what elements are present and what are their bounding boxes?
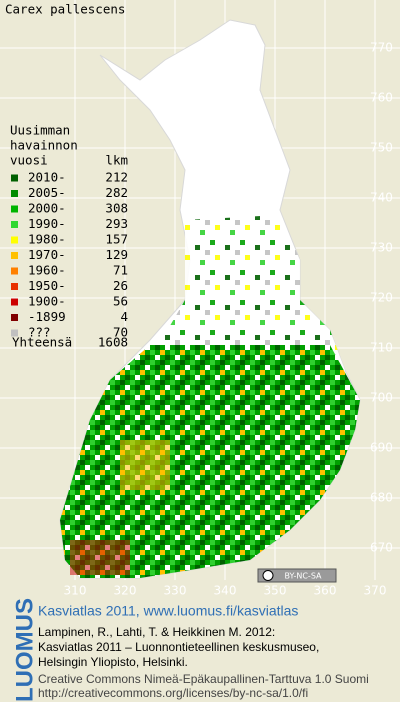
y-grid-label: 690: [370, 441, 393, 455]
y-grid-label: 680: [370, 491, 393, 505]
legend-label: 1970-: [28, 247, 66, 262]
y-grid-label: 710: [370, 341, 393, 355]
legend-label: 2000-: [28, 201, 66, 216]
legend-count: 70: [113, 325, 128, 340]
y-grid-label: 760: [370, 91, 393, 105]
legend-count: 56: [113, 294, 128, 309]
x-grid-label: 310: [64, 584, 87, 598]
legend-label: 1980-: [28, 232, 66, 247]
legend-count: 4: [120, 309, 128, 324]
y-grid-label: 770: [370, 41, 393, 55]
legend-label: 2005-: [28, 185, 66, 200]
legend-swatch: [11, 298, 18, 306]
legend-swatch: [11, 283, 18, 290]
legend: Uusimman havainnon vuosi lkm Yhteensä 16…: [10, 123, 128, 350]
legend-label: -1899: [28, 309, 66, 324]
legend-count: 212: [105, 170, 128, 185]
legend-count: 129: [105, 247, 128, 262]
legend-column: vuosi: [10, 153, 48, 168]
citation-line: Kasviatlas 2011 – Luonnontieteellinen ke…: [38, 640, 319, 654]
legend-count: 157: [105, 232, 128, 247]
x-grid-label: 360: [314, 584, 337, 598]
legend-heading: havainnon: [10, 138, 78, 153]
legend-swatch: [11, 267, 18, 275]
badge-box: [257, 568, 337, 583]
y-grid-label: 670: [370, 541, 393, 555]
x-grid-label: 320: [114, 584, 137, 598]
legend-swatch: [11, 205, 18, 213]
species-title: Carex pallescens: [5, 2, 125, 17]
legend-swatch: [11, 314, 18, 321]
legend-swatch: [11, 236, 18, 244]
cc-icon: [262, 570, 274, 581]
atlas-link[interactable]: Kasviatlas 2011, www.luomus.fi/kasviatla…: [38, 603, 298, 619]
legend-total: 1608: [98, 335, 128, 350]
observation-squares-old: [70, 540, 130, 575]
legend-count: 308: [105, 201, 128, 216]
legend-count: 71: [113, 263, 128, 278]
y-grid-label: 700: [370, 391, 393, 405]
observation-squares-1970: [120, 440, 170, 490]
license-line: Creative Commons Nimeä-Epäkaupallinen-Ta…: [38, 672, 369, 686]
legend-count: 282: [105, 185, 128, 200]
legend-column: lkm: [105, 153, 128, 168]
legend-count: 293: [105, 216, 128, 231]
x-grid-label: 370: [364, 584, 387, 598]
license-line[interactable]: http://creativecommons.org/licenses/by-n…: [38, 686, 308, 700]
legend-swatch: [11, 221, 18, 228]
observation-squares-south: [60, 345, 360, 578]
legend-swatch: [11, 329, 18, 337]
badge-text: BY-NC-SA: [284, 572, 322, 581]
citation-line: Lampinen, R., Lahti, T. & Heikkinen M. 2…: [38, 625, 275, 639]
legend-heading: Uusimman: [10, 123, 70, 138]
legend-label: 1960-: [28, 263, 66, 278]
y-grid-label: 730: [370, 241, 393, 255]
legend-label: 1900-: [28, 294, 66, 309]
legend-label: 1950-: [28, 278, 66, 293]
legend-label: ???: [28, 325, 51, 340]
legend-label: 2010-: [28, 170, 66, 185]
y-grid-label: 740: [370, 191, 393, 205]
x-grid-label: 330: [164, 584, 187, 598]
legend-label: 1990-: [28, 216, 66, 231]
x-grid-label: 340: [214, 584, 237, 598]
legend-count: 26: [113, 278, 128, 293]
brand: LUOMUS: [11, 598, 38, 702]
x-grid-label: 350: [264, 584, 287, 598]
legend-swatch: [11, 174, 18, 182]
legend-swatch: [11, 252, 18, 259]
y-grid-label: 720: [370, 291, 393, 305]
citation-line: Helsingin Yliopisto, Helsinki.: [38, 655, 188, 669]
legend-total-label: Yhteensä: [12, 335, 72, 350]
observation-squares-north: [150, 215, 345, 370]
footer: LUOMUS Kasviatlas 2011, www.luomus.fi/ka…: [11, 598, 368, 702]
legend-swatch: [11, 190, 18, 197]
license-badge: BY-NC-SA: [257, 568, 337, 583]
y-grid-label: 750: [370, 141, 393, 155]
